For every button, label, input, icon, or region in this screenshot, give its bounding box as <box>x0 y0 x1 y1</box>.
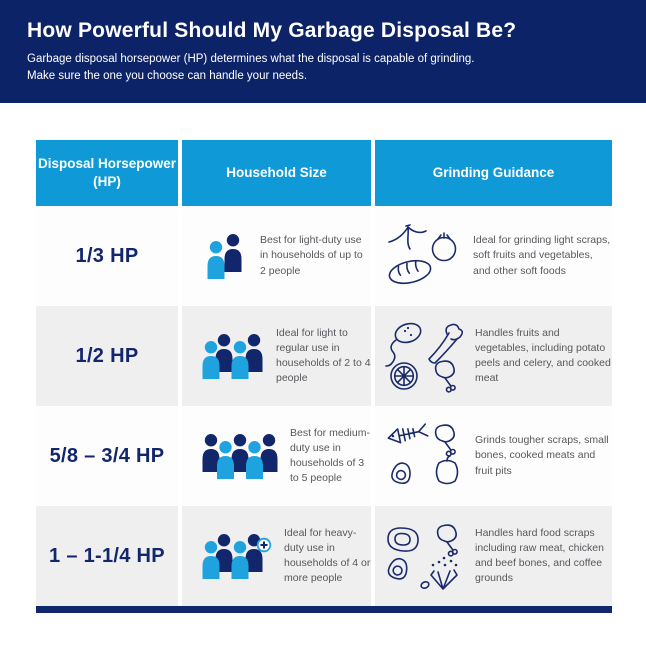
fish-bones-icon <box>387 423 429 444</box>
hp-label: 1/2 HP <box>36 306 178 406</box>
hp-label: 1 – 1-1/4 HP <box>36 506 178 606</box>
page-title: How Powerful Should My Garbage Disposal … <box>27 19 517 42</box>
grinding-cell: Handles hard food scraps including raw m… <box>375 506 612 606</box>
grinding-text: Grinds tougher scraps, small bones, cook… <box>475 434 609 477</box>
household-cell: Best for medium-duty use in households o… <box>182 406 371 506</box>
celery-icon <box>428 323 464 364</box>
avocado-pit-icon <box>389 460 414 486</box>
grinding-cell: Handles fruits and vegetables, including… <box>375 306 612 406</box>
tomato-icon <box>431 232 457 262</box>
grinding-cell: Grinds tougher scraps, small bones, cook… <box>375 406 612 506</box>
banana-peel-icon <box>388 224 427 250</box>
grinding-cell: Ideal for grinding light scraps, soft fr… <box>375 206 612 306</box>
table-row: 1/2 HP Ideal for light to regular use in… <box>36 306 612 406</box>
column-header-horsepower: Disposal Horsepower (HP) <box>36 140 178 206</box>
household-text: Best for medium-duty use in households o… <box>290 426 370 485</box>
grinding-text: Handles hard food scraps including raw m… <box>475 526 604 585</box>
hp-label: 5/8 – 3/4 HP <box>36 406 178 506</box>
chicken-drumstick-icon <box>434 424 456 457</box>
plus-badge-icon <box>256 537 272 553</box>
potato-peel-icon <box>385 322 422 367</box>
column-header-household-size: Household Size <box>182 140 371 206</box>
four-people-icon <box>202 334 263 379</box>
chicken-drumstick-icon <box>436 524 458 557</box>
two-people-icon <box>207 234 242 279</box>
table-row: 1/3 HP Best for light-duty use in househ… <box>36 206 612 306</box>
fruit-vegetable-icons <box>385 322 464 393</box>
disposal-table: Disposal Horsepower (HP) Household Size … <box>36 140 612 606</box>
table-header-row: Disposal Horsepower (HP) Household Size … <box>36 140 612 206</box>
household-cell: Ideal for light to regular use in househ… <box>182 306 371 406</box>
chicken-drumstick-icon <box>434 360 456 393</box>
household-text: Ideal for light to regular use in househ… <box>276 326 371 385</box>
subtitle-line-1: Garbage disposal horsepower (HP) determi… <box>27 53 475 66</box>
table-row: 1 – 1-1/4 HP Ideal for heavy-duty use in… <box>36 506 612 606</box>
hard-scraps-icons <box>385 524 458 590</box>
five-people-icon <box>202 434 278 479</box>
page-subtitle: Garbage disposal horsepower (HP) determi… <box>27 51 622 86</box>
steak-icon <box>387 527 419 552</box>
grinding-text: Ideal for grinding light scraps, soft fr… <box>473 234 611 277</box>
household-cell: Best for light-duty use in households of… <box>182 206 371 306</box>
coffee-grounds-icon <box>420 556 458 590</box>
light-scraps-icons <box>388 224 457 285</box>
tough-scraps-icons <box>387 423 459 486</box>
hp-label: 1/3 HP <box>36 206 178 306</box>
avocado-pit-icon <box>385 555 411 582</box>
bread-loaf-icon <box>388 259 432 285</box>
grinding-text: Handles fruits and vegetables, including… <box>475 326 611 385</box>
household-text: Best for light-duty use in households of… <box>260 234 363 277</box>
table-row: 5/8 – 3/4 HP Best for medium-duty use in… <box>36 406 612 506</box>
household-cell: Ideal for heavy-duty use in households o… <box>182 506 371 606</box>
subtitle-line-2: Make sure the one you choose can handle … <box>27 70 308 83</box>
apple-core-icon <box>435 455 459 485</box>
citrus-slice-icon <box>390 362 418 390</box>
page-header: How Powerful Should My Garbage Disposal … <box>0 0 646 103</box>
column-header-grinding-guidance: Grinding Guidance <box>375 140 612 206</box>
four-plus-people-icon <box>202 534 272 579</box>
household-text: Ideal for heavy-duty use in households o… <box>284 526 371 585</box>
footer-accent-bar <box>36 606 612 613</box>
